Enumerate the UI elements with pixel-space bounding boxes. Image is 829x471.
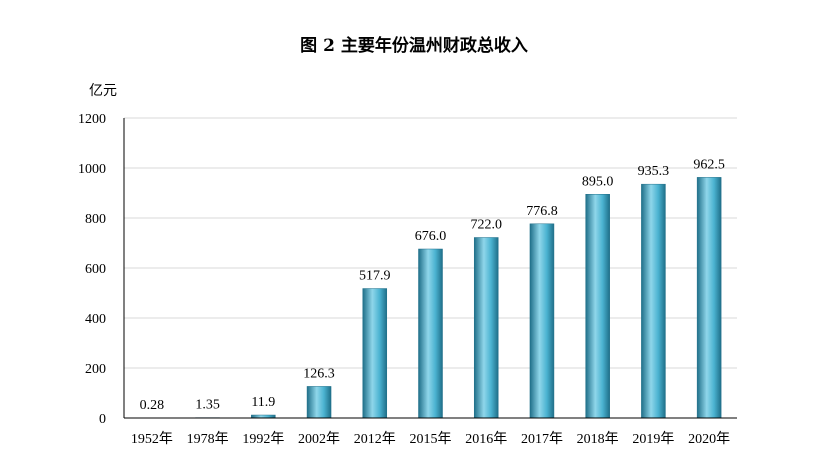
- bar-value-label: 962.5: [693, 157, 725, 172]
- y-tick-label: 800: [85, 212, 106, 227]
- bar-value-label: 126.3: [303, 366, 335, 381]
- bar-value-label: 676.0: [415, 229, 447, 244]
- bar: [696, 177, 722, 419]
- bar-value-label: 1.35: [195, 398, 220, 413]
- y-tick-label: 1200: [78, 112, 106, 127]
- bar-value-label: 895.0: [582, 174, 614, 189]
- y-tick-label: 0: [99, 412, 106, 427]
- y-tick-label: 600: [85, 262, 106, 277]
- x-category-label: 2012年: [354, 431, 396, 447]
- bar: [306, 386, 332, 419]
- x-axis-labels: 1952年 1978年 1992年 2002年 2012年 2015年 2016年 2017年…: [131, 431, 730, 447]
- y-axis-unit: 亿元: [89, 83, 117, 99]
- x-category-label: 2016年: [465, 431, 507, 447]
- data-labels: 0.28 1.35 11.9 126.3 517.9 676.0 722.0 776.8 895…: [140, 157, 725, 413]
- bar: [585, 194, 610, 419]
- x-category-label: 2017年: [521, 431, 563, 447]
- x-category-label: 1952年: [131, 431, 173, 447]
- bar-value-label: 722.0: [470, 218, 502, 233]
- bar-value-label: 935.3: [638, 164, 670, 179]
- x-category-label: 2015年: [410, 431, 452, 447]
- bar: [529, 223, 555, 419]
- bar-value-label: 0.28: [140, 398, 165, 413]
- x-category-label: 2020年: [688, 431, 730, 447]
- bars: [139, 177, 722, 419]
- bar-value-label: 11.9: [251, 395, 275, 410]
- x-category-label: 1978年: [187, 431, 229, 447]
- y-axis-ticks: 0 200 400 600 800 1000 1200: [78, 112, 106, 427]
- bar-value-label: 517.9: [359, 269, 391, 284]
- bar: [473, 237, 499, 419]
- y-tick-label: 200: [85, 362, 106, 377]
- bar-value-label: 776.8: [526, 204, 558, 219]
- y-tick-label: 400: [85, 312, 106, 327]
- bar: [418, 248, 443, 419]
- x-category-label: 1992年: [242, 431, 284, 447]
- x-category-label: 2018年: [577, 431, 619, 447]
- y-tick-label: 1000: [78, 162, 106, 177]
- x-category-label: 2002年: [298, 431, 340, 447]
- chart-title: 图 2 主要年份温州财政总收入: [300, 35, 528, 56]
- x-category-label: 2019年: [632, 431, 674, 447]
- bar: [641, 183, 666, 419]
- bar: [362, 288, 388, 419]
